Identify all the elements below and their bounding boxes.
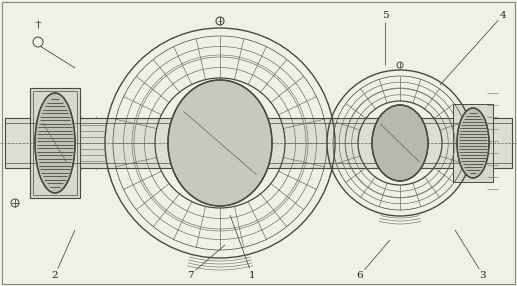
Ellipse shape — [168, 80, 272, 206]
Text: 1: 1 — [249, 271, 255, 279]
Ellipse shape — [372, 105, 428, 181]
Bar — [30, 88, 80, 198]
Text: 4: 4 — [500, 11, 506, 19]
Text: 2: 2 — [52, 271, 58, 279]
Bar — [5, 118, 512, 168]
Ellipse shape — [457, 108, 489, 178]
Text: 5: 5 — [382, 11, 388, 19]
Bar — [33, 91, 77, 195]
Ellipse shape — [35, 93, 75, 193]
Text: 7: 7 — [187, 271, 193, 279]
Bar — [453, 104, 493, 182]
Text: 3: 3 — [480, 271, 486, 279]
Text: 6: 6 — [357, 271, 363, 279]
